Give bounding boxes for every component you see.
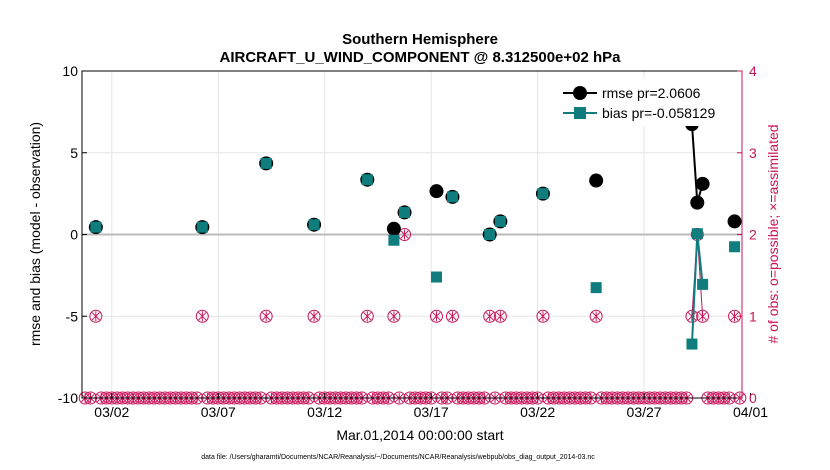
data-marks: [78, 117, 747, 405]
x-axis: 03/02 03/07 03/12 03/17 03/22 03/27 04/01: [94, 393, 768, 420]
legend-rmse-label: rmse pr=2.0606: [602, 85, 701, 101]
y-tick-label: 10: [62, 63, 78, 79]
rmse-point: [690, 195, 705, 210]
y-right-tick-label: 2: [749, 227, 757, 243]
bias-point: [308, 219, 320, 231]
data-file-footnote: data file: /Users/gharamti/Documents/NCA…: [201, 454, 595, 461]
obs-possible-circle: [589, 309, 603, 323]
obs-count-marker: [483, 309, 497, 323]
rmse-point: [589, 173, 604, 188]
x-tick-label: 03/02: [94, 404, 129, 420]
chart-title: Southern Hemisphere: [342, 31, 498, 48]
obs-count-marker: [259, 309, 273, 323]
obs-possible-circle: [536, 309, 550, 323]
obs-possible-circle: [89, 309, 103, 323]
y-right-tick-label: 4: [749, 63, 757, 79]
obs-count-marker: [493, 309, 507, 323]
obs-count-marker: [195, 309, 209, 323]
obs-count-marker: [360, 309, 374, 323]
legend-rmse-marker: [573, 86, 587, 100]
obs-possible-circle: [429, 309, 443, 323]
obs-count-marker: [89, 309, 103, 323]
y-axis-right: 0 1 2 3 4: [737, 63, 757, 406]
rmse-point: [429, 184, 444, 199]
obs-possible-circle: [398, 228, 412, 241]
obs-possible-circle: [445, 309, 459, 323]
x-tick-label: 03/27: [627, 404, 662, 420]
bias-point: [484, 229, 496, 240]
bias-point: [537, 188, 549, 200]
legend-bias-label: bias pr=-0.058129: [602, 105, 715, 121]
bias-point: [697, 278, 709, 290]
obs-possible-circle: [307, 309, 321, 323]
obs-count-marker: [398, 228, 412, 241]
bias-point: [196, 221, 208, 233]
y-axis-right-label: # of obs: o=possible; ×=assimilated: [765, 124, 781, 343]
obs-possible-circle: [259, 309, 273, 323]
bias-point: [590, 282, 602, 294]
bias-point: [399, 206, 411, 218]
y-right-tick-label: 1: [749, 308, 757, 324]
x-tick-label: 04/01: [733, 404, 768, 420]
rmse-point: [386, 221, 401, 236]
legend: rmse pr=2.0606 bias pr=-0.058129: [558, 78, 736, 126]
y-right-tick-label: 0: [749, 390, 757, 406]
bias-point: [430, 271, 442, 283]
y-right-tick-label: 3: [749, 145, 757, 161]
x-tick-label: 03/17: [414, 404, 449, 420]
bias-point: [90, 221, 102, 233]
obs-possible-circle: [195, 309, 209, 323]
rmse-point: [695, 176, 710, 191]
bias-point: [361, 174, 373, 186]
obs-count-marker: [589, 309, 603, 323]
rmse-line: [690, 124, 704, 203]
x-tick-label: 03/12: [307, 404, 342, 420]
bias-point: [729, 241, 741, 253]
bias-point: [691, 228, 703, 240]
obs-possible-circle: [483, 309, 497, 323]
obs-count-marker: [536, 309, 550, 323]
y-axis-label: rmse and bias (model - observation): [27, 122, 43, 346]
bias-point: [686, 338, 698, 350]
obs-possible-circle: [387, 309, 401, 323]
y-tick-label: -5: [66, 308, 79, 324]
y-tick-label: -10: [58, 390, 78, 406]
x-tick-label: 03/07: [201, 404, 236, 420]
chart-subtitle: AIRCRAFT_U_WIND_COMPONENT @ 8.312500e+02…: [220, 49, 622, 66]
obs-count-marker: [307, 309, 321, 323]
y-tick-label: 5: [70, 145, 78, 161]
rmse-point: [727, 214, 742, 229]
obs-possible-circle: [493, 309, 507, 323]
bias-point: [260, 157, 272, 169]
bias-point: [446, 191, 458, 203]
x-tick-label: 03/22: [520, 404, 555, 420]
x-axis-label: Mar.01,2014 00:00:00 start: [336, 427, 503, 443]
y-tick-label: 0: [70, 227, 78, 243]
obs-possible-circle: [360, 309, 374, 323]
legend-box: [558, 78, 736, 126]
obs-count-marker: [445, 309, 459, 323]
legend-bias-marker: [574, 107, 586, 119]
y-axis-left: -10 -5 0 5 10: [58, 63, 87, 406]
obs-count-marker: [429, 309, 443, 323]
bias-point: [494, 215, 506, 227]
obs-count-marker: [387, 309, 401, 323]
bias-point: [388, 234, 400, 246]
